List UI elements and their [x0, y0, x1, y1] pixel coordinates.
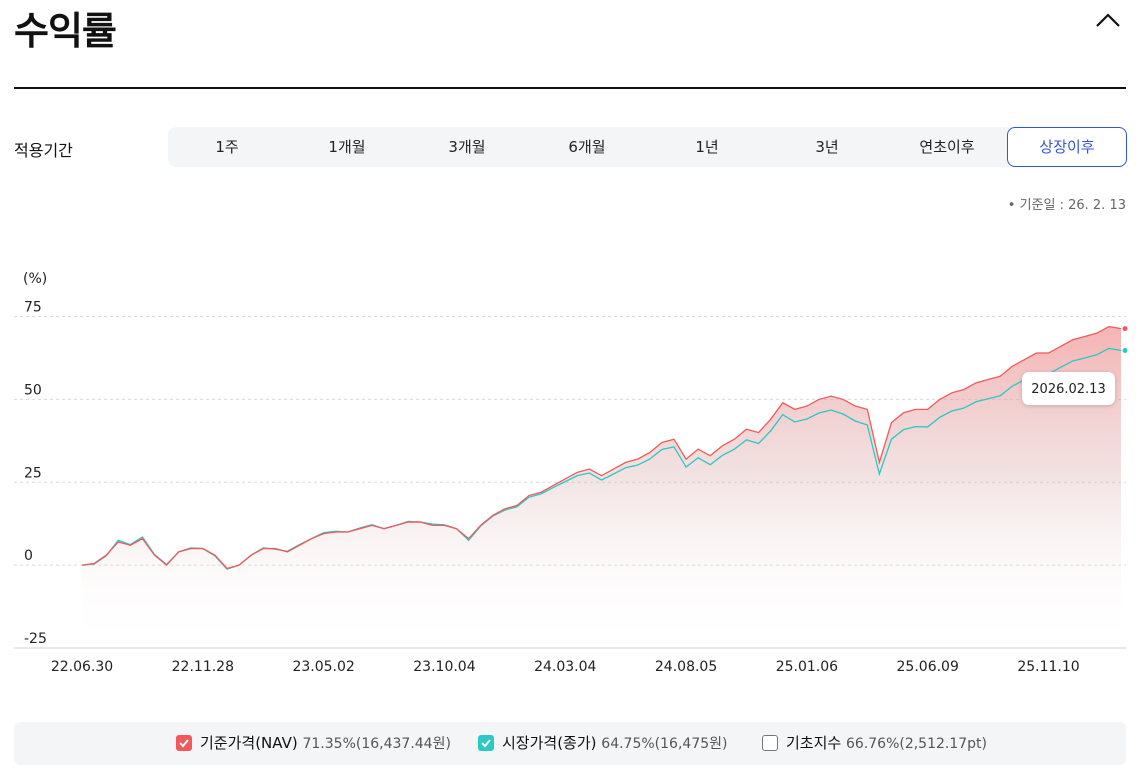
legend-item[interactable]: 기준가격(NAV) 71.35%(16,437.44원): [176, 722, 451, 765]
period-option[interactable]: 1년: [695, 138, 719, 156]
x-tick-label: 25.01.06: [776, 659, 838, 675]
y-tick-label: -25: [24, 631, 47, 647]
legend-item[interactable]: 기초지수 66.76%(2,512.17pt): [762, 722, 987, 765]
area: [82, 326, 1121, 648]
period-option[interactable]: 연초이후: [919, 138, 975, 156]
y-tick-label: 0: [24, 548, 33, 564]
tooltip-text: 2026.02.13: [1031, 382, 1105, 397]
legend-checkbox[interactable]: [762, 735, 778, 751]
divider: [14, 87, 1126, 89]
y-tick-label: 50: [24, 382, 42, 398]
x-tick-label: 24.08.05: [655, 659, 717, 675]
check: [179, 739, 189, 748]
legend-name: 시장가격(종가): [502, 734, 597, 752]
period-option[interactable]: 3년: [815, 138, 839, 156]
y-tick-label: 75: [24, 300, 42, 316]
legend-value: 71.35%(16,437.44원): [302, 736, 451, 752]
legend-name: 기준가격(NAV): [200, 734, 298, 752]
end-point: [1122, 326, 1128, 332]
check: [481, 739, 491, 748]
period-label: 적용기간: [14, 141, 73, 160]
x-tick-label: 24.03.04: [534, 659, 596, 675]
legend-checkbox[interactable]: [478, 735, 494, 751]
line: [81, 325, 1122, 570]
legend-name: 기초지수: [786, 734, 842, 752]
x-tick-label: 25.11.10: [1017, 659, 1079, 675]
y-axis-label: (%): [23, 271, 47, 287]
collapse-button[interactable]: [1094, 10, 1122, 30]
x-tick-label: 23.10.04: [413, 659, 475, 675]
legend-item[interactable]: 시장가격(종가) 64.75%(16,475원): [478, 722, 727, 765]
x-tick-label: 22.11.28: [172, 659, 234, 675]
legend-checkbox[interactable]: [176, 735, 192, 751]
legend-value: 64.75%(16,475원): [601, 736, 728, 752]
period-option[interactable]: 6개월: [568, 138, 606, 156]
x-tick-label: 23.05.02: [292, 659, 354, 675]
legend: 기준가격(NAV) 71.35%(16,437.44원) 시장가격(종가) 64.…: [14, 722, 1126, 765]
basis-date: • 기준일 : 26. 2. 13: [1007, 198, 1126, 213]
page-title: 수익률: [14, 9, 117, 53]
y-tick-label: 25: [24, 465, 42, 481]
end-point: [1122, 348, 1128, 354]
period-option[interactable]: 1개월: [328, 138, 366, 156]
tooltip-box: [1022, 372, 1115, 405]
period-option[interactable]: 상장이후: [1007, 127, 1127, 167]
x-tick-label: 25.06.09: [897, 659, 959, 675]
period-option[interactable]: 1주: [215, 138, 239, 156]
legend-value: 66.76%(2,512.17pt): [845, 736, 988, 752]
period-selector: 1주 1개월 3개월 6개월 1년 3년 연초이후 상장이후: [168, 127, 1127, 167]
period-option[interactable]: 3개월: [448, 138, 486, 156]
x-tick-label: 22.06.30: [51, 659, 113, 675]
